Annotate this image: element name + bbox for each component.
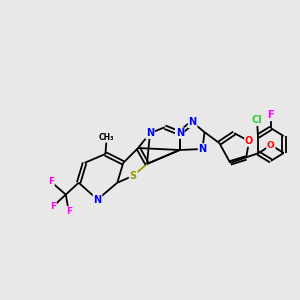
Text: Cl: Cl [252,115,262,125]
Text: F: F [50,202,56,211]
Text: O: O [267,140,275,149]
Text: N: N [146,128,154,138]
Text: F: F [268,110,274,120]
Text: S: S [130,171,137,181]
Text: O: O [245,136,253,146]
Text: F: F [66,207,72,216]
Text: CH₃: CH₃ [99,133,114,142]
Text: N: N [176,128,184,138]
Text: F: F [48,177,54,186]
Text: N: N [188,117,197,127]
Text: N: N [93,194,102,205]
Text: N: N [198,144,207,154]
